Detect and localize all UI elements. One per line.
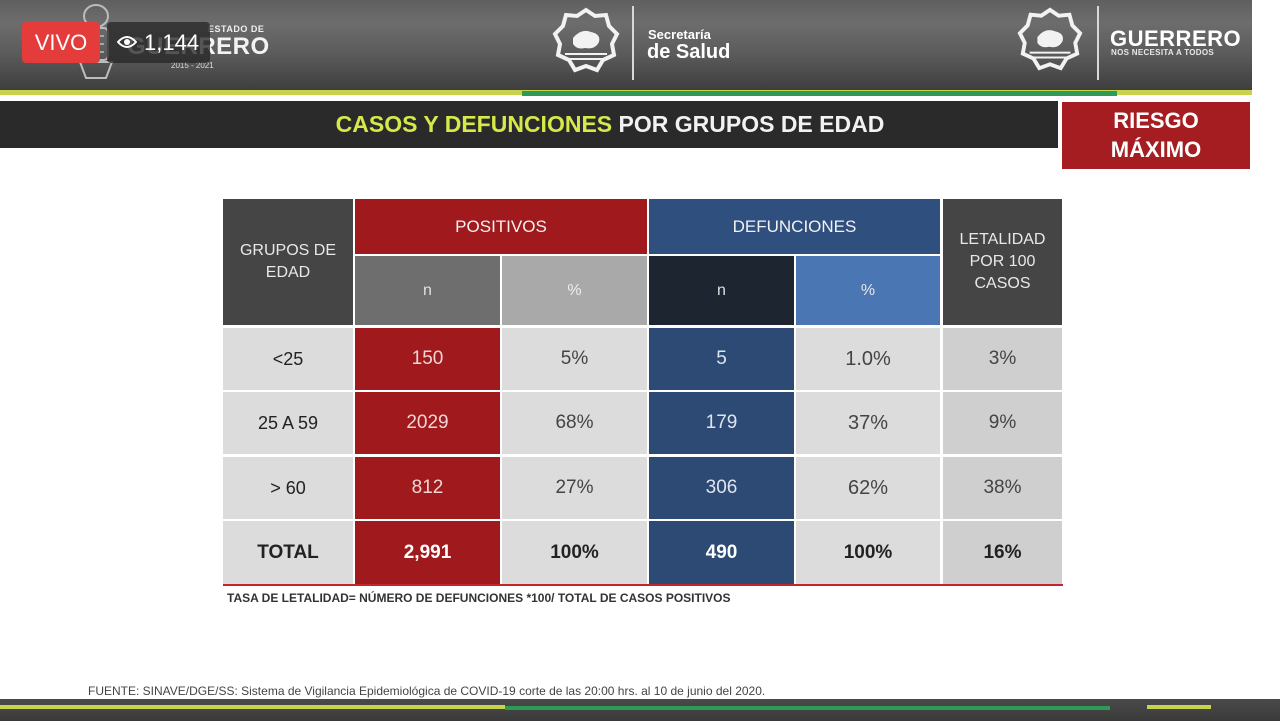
lethality-note: TASA DE LETALIDAD= NÚMERO DE DEFUNCIONES… bbox=[227, 591, 731, 605]
cell-defunciones-n: 306 bbox=[649, 457, 794, 519]
header-divider bbox=[632, 6, 634, 80]
estado-label: ESTADO DE bbox=[208, 24, 265, 34]
footer-stripe-yellow-right bbox=[1147, 705, 1211, 709]
header-positivos: POSITIVOS bbox=[355, 199, 647, 254]
cell-positivos-n: 2029 bbox=[355, 392, 500, 454]
page-title: CASOS Y DEFUNCIONES POR GRUPOS DE EDAD bbox=[0, 101, 1220, 148]
header-divider-right bbox=[1097, 6, 1099, 80]
cell-letalidad: 3% bbox=[943, 328, 1062, 390]
cell-positivos-pct: 68% bbox=[502, 392, 647, 454]
header-letalidad: LETALIDAD POR 100 CASOS bbox=[943, 199, 1062, 325]
cell-age-group: <25 bbox=[223, 328, 353, 390]
right-brand-text: GUERRERO bbox=[1110, 26, 1242, 51]
guerrero-seal-icon bbox=[1017, 7, 1083, 71]
cell-defunciones-pct: 62% bbox=[796, 457, 940, 519]
header-defunciones: DEFUNCIONES bbox=[649, 199, 940, 254]
header-stripe-green bbox=[522, 91, 1117, 96]
title-rest: POR GRUPOS DE EDAD bbox=[612, 111, 885, 137]
footer-stripe-yellow bbox=[0, 705, 505, 709]
cell-positivos-n: 812 bbox=[355, 457, 500, 519]
health-secretary-seal-icon bbox=[552, 7, 620, 73]
cell-positivos-n: 150 bbox=[355, 328, 500, 390]
header-stripe-yellow-right bbox=[1117, 90, 1250, 95]
header-positivos-n: n bbox=[355, 256, 500, 325]
cell-letalidad: 38% bbox=[943, 457, 1062, 519]
risk-line-2: MÁXIMO bbox=[1110, 137, 1202, 162]
cell-defunciones-n: 179 bbox=[649, 392, 794, 454]
cell-defunciones-pct: 37% bbox=[796, 392, 940, 454]
live-badge: VIVO bbox=[22, 22, 100, 63]
viewer-count-badge: 1,144 bbox=[107, 22, 210, 63]
cell-positivos-pct: 5% bbox=[502, 328, 647, 390]
left-years-text: 2015 - 2021 bbox=[171, 61, 214, 70]
cell-positivos-pct: 27% bbox=[502, 457, 647, 519]
secretaria-label: Secretaría bbox=[648, 27, 711, 42]
cell-defunciones-pct: 1.0% bbox=[796, 328, 940, 390]
title-bar bbox=[0, 101, 1058, 148]
header-edge bbox=[1252, 0, 1280, 90]
header-age-group: GRUPOS DE EDAD bbox=[223, 199, 353, 325]
header-defunciones-n: n bbox=[649, 256, 794, 325]
risk-line-1: RIESGO bbox=[1113, 108, 1199, 133]
footer-bar bbox=[0, 699, 1280, 721]
salud-label: de Salud bbox=[647, 41, 731, 63]
eye-icon bbox=[117, 36, 137, 48]
cell-letalidad: 9% bbox=[943, 392, 1062, 454]
footer-stripe-green bbox=[505, 706, 1110, 710]
cell-total-positivos-n: 2,991 bbox=[355, 521, 500, 584]
cell-defunciones-n: 5 bbox=[649, 328, 794, 390]
cell-age-group: 25 A 59 bbox=[223, 392, 353, 454]
header-defunciones-pct: % bbox=[796, 256, 940, 325]
cell-total-defunciones-n: 490 bbox=[649, 521, 794, 584]
source-note: FUENTE: SINAVE/DGE/SS: Sistema de Vigila… bbox=[88, 684, 766, 698]
viewer-count: 1,144 bbox=[144, 30, 200, 55]
cell-age-group: > 60 bbox=[223, 457, 353, 519]
cell-total-defunciones-pct: 100% bbox=[796, 521, 940, 584]
cell-total-label: TOTAL bbox=[223, 521, 353, 584]
title-highlight: CASOS Y DEFUNCIONES bbox=[335, 111, 613, 137]
table-bottom-rule bbox=[223, 584, 1063, 586]
cell-total-positivos-pct: 100% bbox=[502, 521, 647, 584]
cell-total-letalidad: 16% bbox=[943, 521, 1062, 584]
right-tagline: NOS NECESITA A TODOS bbox=[1111, 48, 1215, 57]
risk-badge: RIESGO MÁXIMO bbox=[1062, 102, 1250, 169]
header-positivos-pct: % bbox=[502, 256, 647, 325]
